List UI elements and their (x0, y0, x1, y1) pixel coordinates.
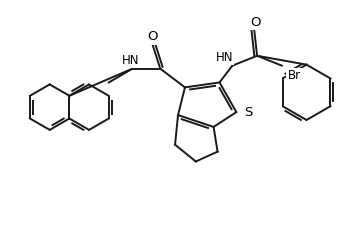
Text: O: O (147, 30, 158, 43)
Text: HN: HN (122, 54, 139, 67)
Text: HN: HN (216, 51, 233, 64)
Text: Br: Br (288, 69, 301, 82)
Text: S: S (244, 106, 253, 119)
Text: O: O (250, 16, 260, 29)
